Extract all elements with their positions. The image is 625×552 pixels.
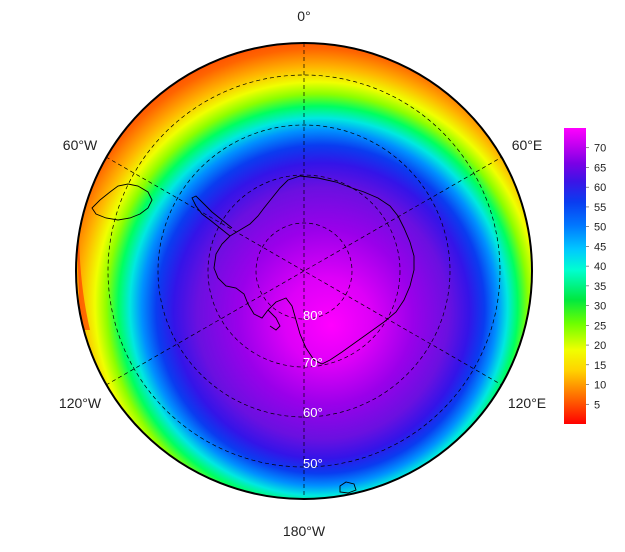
lon-label-upper-right: 60°E bbox=[512, 137, 543, 153]
colorbar-gradient bbox=[564, 128, 586, 424]
antarctica-coastline bbox=[213, 175, 415, 365]
colorbar-tick-label: 5 bbox=[594, 399, 600, 411]
colorbar-tick-label: 15 bbox=[594, 360, 606, 372]
lon-label-lower-left: 120°W bbox=[59, 395, 102, 411]
longitude-labels: 0° 60°W 60°E 120°W 120°E 180°W bbox=[59, 8, 546, 539]
lon-label-bottom: 180°W bbox=[283, 523, 326, 539]
colorbar-tick-label: 45 bbox=[594, 241, 606, 253]
lat-label-60: 60° bbox=[303, 405, 323, 420]
colorbar-tick-label: 40 bbox=[594, 261, 606, 273]
colorbar-ticks: 70 65 60 55 50 45 40 35 30 25 20 15 10 5 bbox=[586, 143, 606, 411]
lat-label-80: 80° bbox=[303, 308, 323, 323]
lon-label-lower-right: 120°E bbox=[508, 395, 546, 411]
longitude-grid bbox=[105, 43, 503, 499]
map-border bbox=[75, 42, 533, 500]
meridian-120 bbox=[105, 156, 503, 386]
coastline bbox=[91, 175, 415, 494]
lat-circle-50 bbox=[107, 74, 501, 468]
colorbar-tick-label: 60 bbox=[594, 182, 606, 194]
colorbar-tick-label: 30 bbox=[594, 301, 606, 313]
colorbar-tick-label: 20 bbox=[594, 340, 606, 352]
ice-shelf-ross bbox=[267, 309, 281, 331]
lon-label-top: 0° bbox=[297, 8, 310, 24]
antarctic-peninsula bbox=[191, 195, 233, 237]
colorbar: 70 65 60 55 50 45 40 35 30 25 20 15 10 5 bbox=[564, 128, 606, 424]
colorbar-tick-label: 35 bbox=[594, 281, 606, 293]
colorbar-tick-label: 65 bbox=[594, 162, 606, 174]
colorbar-tick-label: 25 bbox=[594, 320, 606, 332]
colorbar-tick-label: 55 bbox=[594, 202, 606, 214]
lat-circle-60 bbox=[157, 124, 451, 418]
meridian-60 bbox=[105, 156, 503, 386]
lon-label-upper-left: 60°W bbox=[63, 137, 98, 153]
lat-label-70: 70° bbox=[303, 355, 323, 370]
lat-label-50: 50° bbox=[303, 456, 323, 471]
colorbar-tick-label: 70 bbox=[594, 143, 606, 155]
colorbar-tick-label: 10 bbox=[594, 380, 606, 392]
colorbar-tick-label: 50 bbox=[594, 222, 606, 234]
south-america-tip bbox=[91, 183, 153, 221]
island-small bbox=[339, 481, 357, 494]
latitude-labels: 80° 70° 60° 50° bbox=[303, 308, 323, 471]
lat-circle-80 bbox=[255, 222, 353, 320]
